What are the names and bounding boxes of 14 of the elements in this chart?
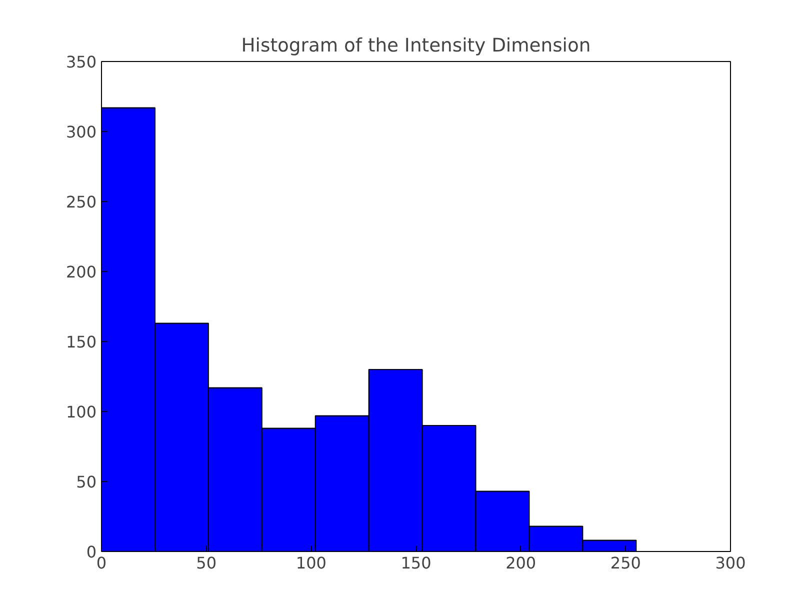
y-tick-label: 250 bbox=[66, 192, 97, 212]
x-tick-label: 100 bbox=[296, 554, 326, 572]
y-tick-label: 350 bbox=[66, 52, 97, 72]
y-tick-label: 300 bbox=[66, 122, 97, 142]
x-tick-label: 150 bbox=[400, 554, 432, 572]
x-tick-label: 200 bbox=[506, 554, 536, 572]
x-tick-label: 300 bbox=[715, 554, 746, 572]
x-tick-label: 50 bbox=[196, 554, 217, 572]
y-tick-label: 200 bbox=[66, 262, 97, 282]
y-tick-label: 150 bbox=[66, 332, 97, 352]
x-tick-label: 250 bbox=[610, 554, 641, 572]
chart-title: Histogram of the Intensity Dimension bbox=[241, 36, 591, 56]
y-tick-label: 50 bbox=[76, 472, 96, 492]
y-tick-label: 100 bbox=[66, 402, 97, 422]
